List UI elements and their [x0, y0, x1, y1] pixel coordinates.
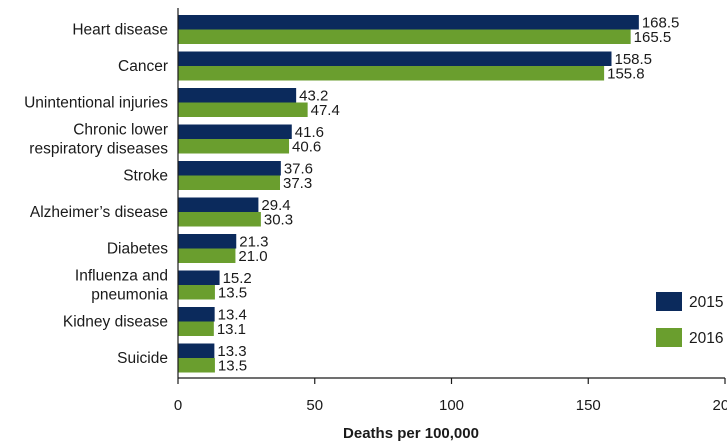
legend-swatch-2015	[656, 292, 682, 311]
value-label-2016-2: 47.4	[311, 102, 340, 119]
value-label-2016-6: 21.0	[238, 248, 267, 265]
category-label-5: Alzheimer’s disease	[30, 204, 168, 221]
x-tick-label-1: 50	[306, 397, 323, 414]
category-label-1: Cancer	[118, 58, 168, 75]
x-tick-label-2: 100	[439, 397, 464, 414]
bar-2016-3	[178, 139, 290, 154]
bar-2016-6	[178, 248, 236, 263]
value-label-2015-9: 13.3	[217, 343, 246, 360]
value-label-2015-8: 13.4	[218, 306, 247, 323]
bar-2015-4	[178, 161, 281, 176]
value-label-2015-5: 29.4	[261, 197, 290, 214]
x-axis-title: Deaths per 100,000	[343, 425, 479, 442]
bar-2015-3	[178, 124, 292, 139]
bar-2016-2	[178, 102, 308, 117]
value-label-2016-9: 13.5	[218, 357, 247, 374]
category-label-0: Heart disease	[72, 22, 168, 39]
bar-2015-6	[178, 234, 237, 249]
bar-2016-8	[178, 321, 214, 336]
category-label-7-line1: pneumonia	[91, 287, 168, 304]
value-label-2016-4: 37.3	[283, 175, 312, 192]
value-label-2016-1: 155.8	[607, 65, 645, 82]
value-label-2016-7: 13.5	[218, 284, 247, 301]
value-label-2016-3: 40.6	[292, 138, 321, 155]
value-label-2015-7: 15.2	[223, 270, 252, 287]
value-label-2015-2: 43.2	[299, 87, 328, 104]
x-tick-label-4: 200	[712, 397, 727, 414]
value-label-2015-4: 37.6	[284, 160, 313, 177]
category-label-4: Stroke	[123, 168, 168, 185]
bar-2015-5	[178, 197, 259, 212]
value-label-2015-3: 41.6	[295, 124, 324, 141]
bar-2015-7	[178, 270, 220, 285]
legend-label-2016: 2016	[689, 330, 723, 347]
category-label-8: Kidney disease	[63, 314, 168, 331]
category-label-6: Diabetes	[107, 241, 168, 258]
value-label-2016-0: 165.5	[634, 29, 672, 46]
category-label-2: Unintentional injuries	[24, 95, 168, 112]
bar-2015-9	[178, 343, 215, 358]
bar-2016-5	[178, 212, 261, 227]
value-label-2015-6: 21.3	[239, 233, 268, 250]
bar-2015-1	[178, 51, 612, 66]
bar-2015-0	[178, 15, 639, 30]
legend-label-2015: 2015	[689, 294, 723, 311]
x-tick-label-0: 0	[174, 397, 182, 414]
bar-2015-2	[178, 88, 297, 103]
value-label-2016-8: 13.1	[217, 321, 246, 338]
category-label-3-line1: respiratory diseases	[29, 141, 168, 158]
category-label-3-line0: Chronic lower	[73, 122, 168, 139]
bar-2016-9	[178, 358, 215, 373]
bar-2016-0	[178, 29, 631, 44]
bar-2015-8	[178, 307, 215, 322]
legend-swatch-2016	[656, 328, 682, 347]
bar-2016-4	[178, 175, 281, 190]
bar-2016-1	[178, 66, 605, 81]
value-label-2015-1: 158.5	[614, 51, 652, 68]
category-label-7-line0: Influenza and	[75, 268, 168, 285]
value-label-2016-5: 30.3	[264, 211, 293, 228]
x-tick-label-3: 150	[576, 397, 601, 414]
category-label-9: Suicide	[117, 350, 168, 367]
bar-2016-7	[178, 285, 215, 300]
value-label-2015-0: 168.5	[642, 14, 680, 31]
